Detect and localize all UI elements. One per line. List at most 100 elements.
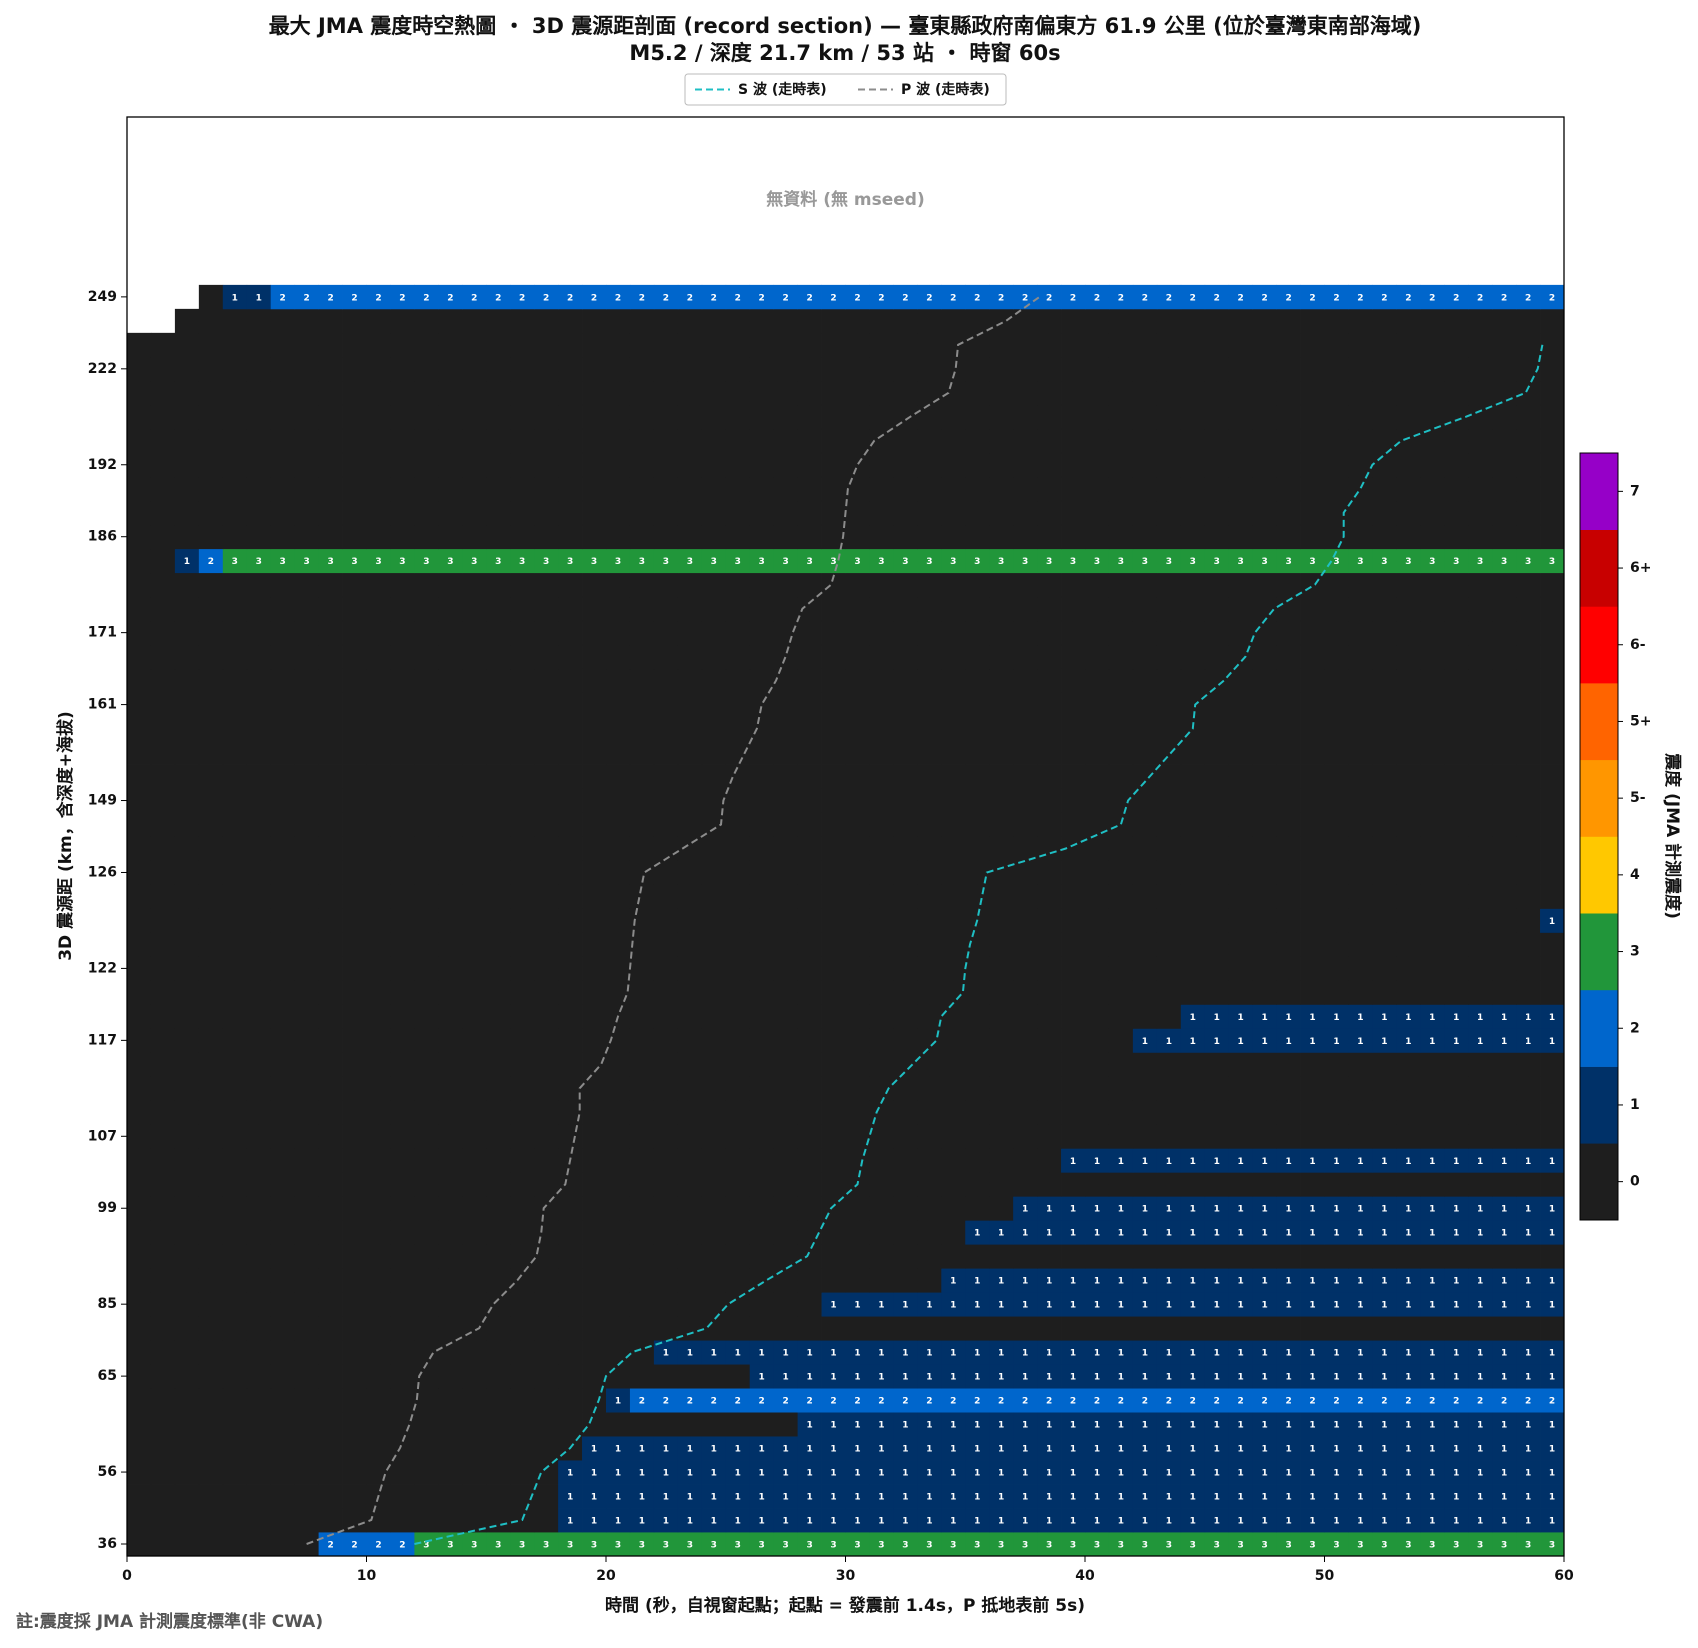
cell-label: 1	[1094, 1421, 1100, 1431]
heatmap-cell	[677, 1484, 703, 1509]
cell-label: 1	[1118, 1277, 1124, 1287]
cell-label: 3	[1453, 1541, 1459, 1551]
heatmap-cell	[1372, 644, 1397, 670]
heatmap-cell	[821, 956, 846, 981]
heatmap-cell	[1037, 1100, 1062, 1125]
heatmap-cell	[390, 284, 415, 310]
heatmap-cell	[438, 908, 463, 933]
heatmap-cell	[1324, 1508, 1349, 1533]
heatmap-cell	[869, 1220, 894, 1245]
heatmap-cell	[1085, 1340, 1110, 1365]
heatmap-cell	[318, 548, 343, 574]
heatmap-cell	[893, 1220, 918, 1245]
cell-label: 2	[303, 293, 309, 303]
heatmap-cell	[1540, 1220, 1565, 1245]
heatmap-cell	[1061, 452, 1086, 478]
heatmap-cell	[558, 1388, 583, 1413]
heatmap-cell	[1444, 1460, 1469, 1485]
heatmap-cell	[1396, 452, 1421, 478]
heatmap-cell	[773, 1052, 798, 1077]
heatmap-cell	[1204, 1412, 1230, 1437]
cell-label: 1	[998, 1517, 1004, 1527]
heatmap-cell	[941, 668, 966, 693]
heatmap-cell	[701, 1268, 727, 1293]
heatmap-cell	[486, 740, 511, 765]
heatmap-cell	[318, 980, 343, 1005]
heatmap-cell	[701, 1340, 727, 1365]
heatmap-cell	[342, 428, 367, 454]
cell-label: 1	[1453, 1037, 1459, 1047]
heatmap-cell	[366, 1412, 391, 1437]
heatmap-cell	[869, 620, 894, 646]
heatmap-cell	[1180, 1028, 1206, 1053]
heatmap-cell	[174, 932, 200, 957]
heatmap-cell	[1348, 932, 1373, 957]
heatmap-cell	[462, 932, 487, 957]
heatmap-cell	[1420, 1076, 1445, 1101]
heatmap-cell	[198, 476, 224, 502]
heatmap-cell	[462, 884, 487, 909]
heatmap-cell	[558, 1004, 583, 1029]
x-tick-label: 60	[1554, 1568, 1574, 1584]
cell-label: 1	[1525, 1205, 1531, 1215]
cell-label: 2	[1214, 1397, 1220, 1407]
heatmap-cell	[1324, 1100, 1349, 1125]
heatmap-cell	[1132, 1028, 1158, 1053]
heatmap-cell	[1516, 284, 1541, 310]
heatmap-cell	[366, 452, 391, 478]
heatmap-cell	[749, 908, 775, 933]
heatmap-cell	[606, 932, 631, 957]
footnote: 註:震度採 JMA 計測震度標準(非 CWA)	[16, 1611, 323, 1632]
heatmap-cell	[1061, 1244, 1086, 1269]
heatmap-cell	[869, 284, 894, 310]
heatmap-cell	[821, 740, 846, 765]
heatmap-cell	[390, 1364, 415, 1389]
cell-label: 1	[1285, 1469, 1291, 1479]
heatmap-cell	[917, 1268, 942, 1293]
heatmap-cell	[246, 1292, 272, 1317]
cell-label: 1	[591, 1517, 597, 1527]
heatmap-cell	[1276, 812, 1301, 837]
heatmap-cell	[1061, 1436, 1086, 1461]
heatmap-cell	[1396, 644, 1421, 670]
heatmap-cell	[1468, 596, 1493, 622]
heatmap-cell	[318, 1076, 343, 1101]
heatmap-cell	[893, 332, 918, 358]
heatmap-cell	[1276, 1148, 1301, 1173]
heatmap-cell	[1444, 1436, 1469, 1461]
heatmap-cell	[677, 1508, 703, 1533]
heatmap-cell	[246, 500, 272, 526]
heatmap-cell	[677, 1028, 703, 1053]
heatmap-cell	[701, 1028, 727, 1053]
heatmap-cell	[653, 692, 679, 717]
heatmap-cell	[1085, 1004, 1110, 1029]
heatmap-cell	[510, 596, 535, 622]
heatmap-cell	[1013, 404, 1038, 430]
heatmap-cell	[246, 764, 272, 789]
heatmap-cell	[150, 1052, 176, 1077]
cell-label: 1	[687, 1493, 693, 1503]
heatmap-cell	[1396, 1316, 1421, 1341]
cell-label: 2	[1429, 1397, 1435, 1407]
colorbar-tick-label: 7	[1630, 483, 1640, 499]
heatmap-cell	[965, 836, 990, 861]
heatmap-cell	[725, 476, 751, 502]
heatmap-cell	[222, 572, 248, 598]
heatmap-cell	[438, 956, 463, 981]
heatmap-cell	[629, 1532, 655, 1557]
heatmap-cell	[1108, 1508, 1134, 1533]
heatmap-cell	[606, 1412, 631, 1437]
heatmap-cell	[1085, 356, 1110, 382]
heatmap-cell	[366, 1148, 391, 1173]
heatmap-cell	[845, 908, 870, 933]
cell-label: 2	[399, 293, 405, 303]
heatmap-cell	[1108, 1412, 1134, 1437]
cell-label: 1	[711, 1349, 717, 1359]
heatmap-cell	[1180, 1484, 1206, 1509]
heatmap-cell	[1396, 404, 1421, 430]
heatmap-cell	[1132, 428, 1158, 454]
heatmap-cell	[534, 980, 559, 1005]
heatmap-cell	[1420, 1220, 1445, 1245]
heatmap-cell	[1300, 1508, 1325, 1533]
heatmap-cell	[1492, 1292, 1517, 1317]
